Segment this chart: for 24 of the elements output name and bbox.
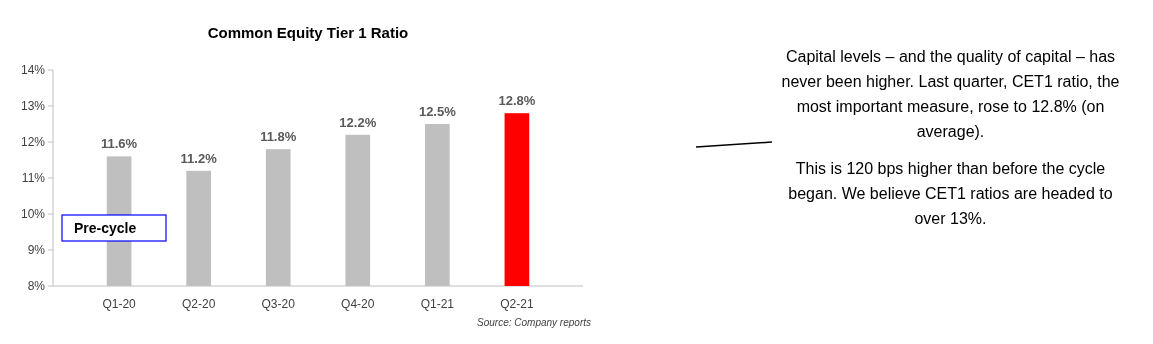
x-tick-label: Q3-20 xyxy=(261,297,296,311)
x-tick-label: Q2-20 xyxy=(181,297,216,311)
x-tick-label: Q4-20 xyxy=(341,297,375,311)
chart-title: Common Equity Tier 1 Ratio xyxy=(207,24,409,41)
x-tick-label: Q2-21 xyxy=(500,297,534,311)
data-label: 11.6% xyxy=(101,136,138,152)
source-note: Source: Company reports xyxy=(477,317,591,328)
data-label: 11.8% xyxy=(260,129,297,145)
data-label: 12.8% xyxy=(498,93,536,109)
y-tick-label: 12% xyxy=(20,135,46,150)
y-tick-label: 10% xyxy=(20,207,46,222)
y-tick-label: 11% xyxy=(21,171,46,186)
y-tick-label: 13% xyxy=(20,99,46,114)
x-tick-label: Q1-20 xyxy=(102,297,137,311)
text: Capital levels – and the quality of capital – has never been higher. Last quarter, CET1 ratio, the most important measure, rose to 12.8% (on average). xyxy=(780,47,1121,142)
data-label: 12.5% xyxy=(418,104,457,119)
data-label: 12.2% xyxy=(339,114,377,130)
y-tick-label: 14% xyxy=(20,63,46,78)
text: This is 120 bps higher than before the cycle began. We believe CET1 ratios are headed to over 13%. xyxy=(787,159,1114,229)
y-tick-label: 9% xyxy=(27,243,46,258)
x-tick-label: Q1-21 xyxy=(420,297,455,311)
annotation: Pre-cycle xyxy=(74,220,137,236)
data-label: 11.2% xyxy=(180,150,218,166)
y-tick-label: 8% xyxy=(27,279,46,294)
